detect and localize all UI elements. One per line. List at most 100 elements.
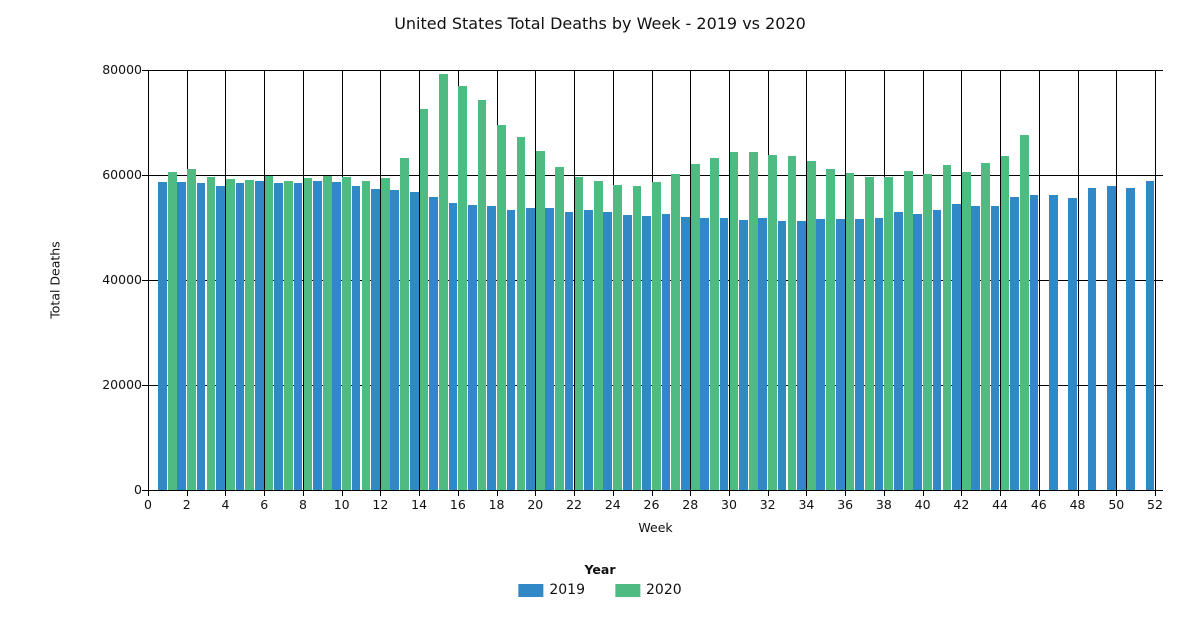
- x-tick-label: 34: [798, 497, 815, 512]
- x-tick-label: 44: [992, 497, 1009, 512]
- legend-swatch-2020[interactable]: [615, 583, 640, 597]
- bar-2020-week-36: [845, 173, 855, 490]
- bar-2020-week-42: [961, 171, 971, 490]
- y-axis-tick: [142, 385, 148, 386]
- bar-2019-week-51: [1126, 187, 1136, 490]
- plot-area: 0 20000 40000 60000 80000 0 2 4 6 8 10 12 14 16 18 20 22…: [102, 63, 1163, 512]
- gridline-vertical: [651, 70, 653, 490]
- bar-2020-week-38: [884, 176, 894, 490]
- y-tick-label: 40000: [102, 272, 142, 287]
- gridline-vertical: [883, 70, 885, 490]
- x-tick-label: 36: [837, 497, 854, 512]
- bar-2019-week-11: [351, 185, 361, 490]
- bar-2020-week-21: [555, 166, 564, 490]
- gridline-vertical: [264, 70, 266, 490]
- bar-2019-week-42: [952, 203, 961, 490]
- bar-2019-week-19: [506, 209, 516, 490]
- x-tick-label: 38: [875, 497, 892, 512]
- x-axis-tick: [845, 491, 847, 496]
- x-tick-label: 0: [144, 497, 152, 512]
- bar-2019-week-1: [158, 181, 167, 490]
- x-tick-label: 42: [953, 497, 970, 512]
- gridline-vertical: [225, 70, 227, 490]
- x-axis-tick: [1038, 491, 1040, 496]
- x-tick-label: 6: [260, 497, 269, 512]
- legend-swatch-2019[interactable]: [518, 583, 544, 597]
- y-axis-label: Total Deaths: [47, 241, 63, 319]
- x-tick-label: 18: [488, 497, 505, 512]
- x-axis-tick: [380, 491, 382, 496]
- bar-2019-week-31: [739, 219, 748, 490]
- bar-2019-week-26: [642, 215, 651, 490]
- x-tick-label: 22: [566, 497, 582, 512]
- x-tick-label: 46: [1030, 497, 1047, 512]
- legend-title: Year: [584, 562, 616, 577]
- x-tick-label: 12: [372, 497, 389, 512]
- bar-2019-week-21: [545, 208, 555, 490]
- legend-label-2020[interactable]: 2020: [646, 582, 682, 598]
- gridline-vertical: [806, 70, 808, 490]
- bar-2019-week-46: [1029, 195, 1039, 490]
- bar-2020-week-12: [380, 178, 390, 490]
- x-axis-tick: [186, 491, 188, 496]
- bar-2019-week-27: [661, 213, 671, 490]
- gridline-vertical: [380, 70, 382, 490]
- x-tick-label: 24: [604, 497, 621, 512]
- bar-2019-week-20: [526, 208, 535, 490]
- bar-2019-week-48: [1068, 197, 1077, 490]
- bar-2020-week-16: [458, 85, 468, 490]
- x-axis-tick: [1155, 491, 1156, 496]
- gridline-vertical: [1000, 70, 1002, 490]
- bar-2020-week-37: [865, 177, 874, 490]
- bar-2019-week-44: [990, 205, 1000, 490]
- gridline-vertical: [419, 70, 421, 490]
- x-axis-tick: [496, 491, 498, 496]
- bar-2020-week-10: [342, 176, 351, 490]
- x-axis-tick: [264, 491, 266, 496]
- y-axis-line: [148, 70, 149, 490]
- gridline-vertical: [186, 70, 188, 490]
- bar-2020-week-43: [981, 162, 990, 490]
- bar-2019-week-35: [816, 219, 826, 490]
- gridline-vertical: [612, 70, 614, 490]
- bar-2020-week-17: [477, 100, 487, 490]
- x-axis-tick: [574, 491, 576, 496]
- bar-2020-week-34: [807, 161, 816, 490]
- gridline-vertical: [690, 70, 692, 490]
- bar-2020-week-3: [206, 177, 216, 490]
- bar-2020-week-35: [826, 169, 836, 490]
- x-tick-label: 52: [1147, 497, 1163, 512]
- x-axis-tick: [225, 491, 227, 496]
- bar-2020-week-2: [187, 169, 197, 490]
- legend-label-2019[interactable]: 2019: [549, 582, 585, 598]
- bar-2019-week-12: [371, 188, 380, 490]
- x-tick-label: 20: [527, 497, 544, 512]
- y-axis-tick: [142, 490, 148, 491]
- bar-2020-week-20: [535, 150, 545, 490]
- bar-2020-week-24: [613, 184, 623, 490]
- bar-2020-week-29: [710, 158, 719, 490]
- bar-2020-week-8: [303, 178, 313, 490]
- gridline-horizontal: [148, 175, 1163, 176]
- chart-title: United States Total Deaths by Week - 201…: [394, 14, 806, 33]
- x-axis-tick: [1116, 491, 1118, 496]
- gridline-vertical: [1116, 70, 1118, 490]
- gridline-vertical: [767, 70, 769, 490]
- bar-2020-week-41: [942, 165, 952, 490]
- gridline-vertical: [1155, 70, 1156, 490]
- x-axis-tick: [148, 491, 149, 496]
- bar-2019-week-10: [332, 181, 342, 490]
- x-axis-tick: [419, 491, 421, 496]
- bar-2019-week-45: [1010, 197, 1019, 490]
- gridline-vertical: [302, 70, 304, 490]
- bar-2019-week-7: [274, 183, 283, 490]
- x-tick-label: 48: [1069, 497, 1086, 512]
- bar-2019-week-14: [409, 191, 419, 490]
- x-axis-tick: [1077, 491, 1079, 496]
- bar-2019-week-47: [1048, 194, 1058, 490]
- gridline-vertical: [1038, 70, 1040, 490]
- x-axis-tick: [457, 491, 459, 496]
- y-axis-tick: [142, 175, 148, 176]
- bar-2019-week-33: [777, 221, 787, 490]
- bar-2019-week-40: [913, 213, 922, 490]
